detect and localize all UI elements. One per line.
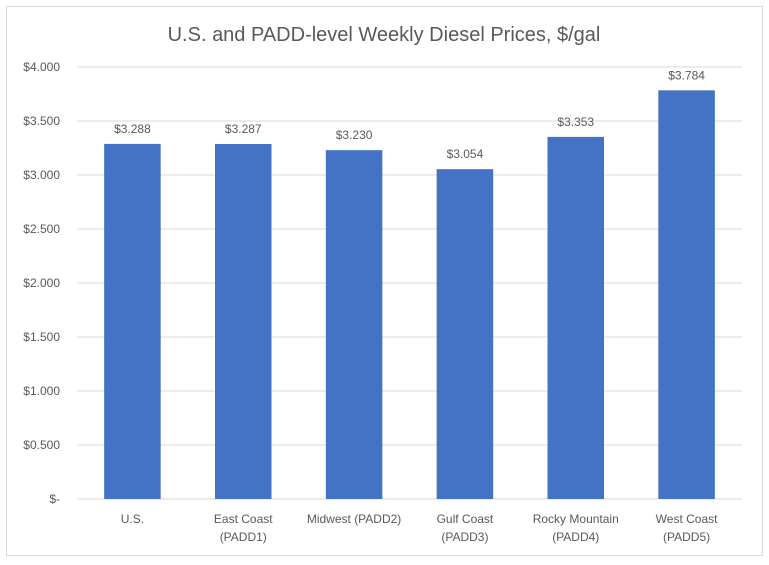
bar bbox=[658, 90, 715, 499]
y-axis-tick-labels: $- $0.500 $1.000 $1.500 $2.000 $2.500 $3.000 $3… bbox=[23, 60, 60, 506]
bars bbox=[104, 90, 715, 499]
x-category-label: Midwest (PADD2) bbox=[307, 512, 401, 526]
data-label: $3.054 bbox=[447, 147, 484, 161]
y-tick-label: $2.500 bbox=[23, 222, 60, 236]
y-tick-label: $4.000 bbox=[23, 60, 60, 74]
data-label: $3.287 bbox=[225, 122, 262, 136]
bar bbox=[325, 150, 383, 499]
y-tick-label: $3.000 bbox=[23, 168, 60, 182]
data-labels: $3.288 $3.287 $3.230 $3.054 $3.353 $3.784 bbox=[114, 68, 705, 161]
bar bbox=[436, 169, 494, 499]
data-label: $3.288 bbox=[114, 122, 151, 136]
x-category-label: (PADD1) bbox=[220, 530, 267, 544]
x-category-label: (PADD4) bbox=[552, 530, 599, 544]
chart-title: U.S. and PADD-level Weekly Diesel Prices… bbox=[168, 24, 601, 46]
x-category-label: Rocky Mountain bbox=[533, 512, 619, 526]
data-label: $3.784 bbox=[668, 68, 705, 82]
x-axis-category-labels: U.S. East Coast (PADD1) Midwest (PADD2) Gulf… bbox=[121, 512, 718, 544]
y-tick-label: $2.000 bbox=[23, 276, 60, 290]
data-label: $3.230 bbox=[336, 128, 373, 142]
y-tick-label: $3.500 bbox=[23, 114, 60, 128]
x-category-label: (PADD5) bbox=[663, 530, 710, 544]
y-tick-label: $0.500 bbox=[23, 438, 60, 452]
gridlines bbox=[77, 66, 742, 500]
y-tick-label: $1.500 bbox=[23, 330, 60, 344]
y-tick-label: $1.000 bbox=[23, 384, 60, 398]
data-label: $3.353 bbox=[557, 115, 594, 129]
y-tick-label: $- bbox=[49, 492, 60, 506]
x-category-label: Gulf Coast bbox=[437, 512, 494, 526]
bar bbox=[547, 136, 605, 499]
x-category-label: East Coast bbox=[214, 512, 273, 526]
x-category-label: U.S. bbox=[121, 512, 144, 526]
bar bbox=[214, 144, 272, 499]
x-category-label: (PADD3) bbox=[441, 530, 488, 544]
x-category-label: West Coast bbox=[656, 512, 718, 526]
bar bbox=[104, 143, 161, 499]
